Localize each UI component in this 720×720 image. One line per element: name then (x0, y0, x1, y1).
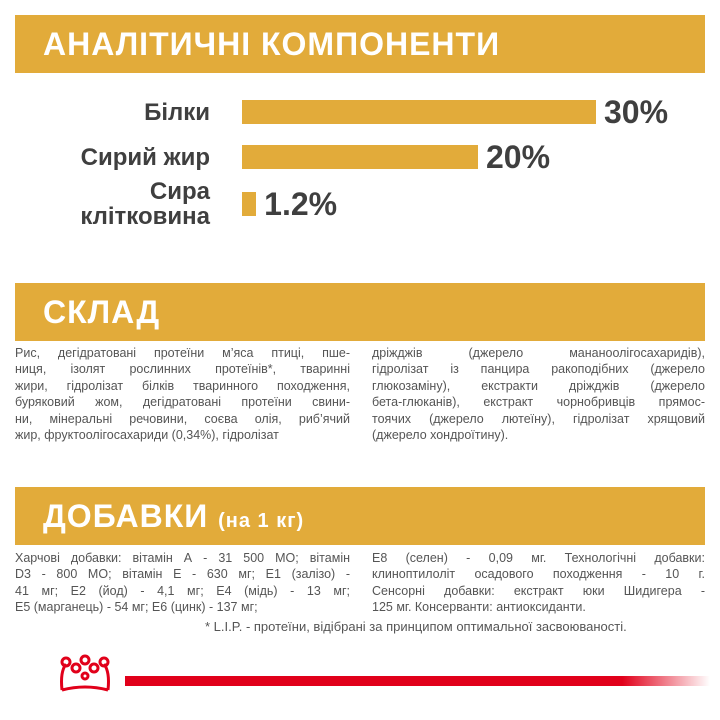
section-header: АНАЛІТИЧНІ КОМПОНЕНТИ (15, 15, 705, 73)
text-line: дріжджів (джерело мананоолігосахаридів), (372, 346, 705, 360)
header-subtitle: (на 1 кг) (218, 510, 305, 532)
bar (242, 192, 257, 216)
text-line: 41 мг; Е2 (йод) - 4,1 мг; Е4 (мідь) - 13… (15, 583, 350, 598)
item-label: Сира (149, 178, 210, 205)
footnote: * L.I.P. - протеїни, відібрані за принци… (205, 619, 627, 634)
text-line: тоячих (джерело лютеїну), гідролізат хря… (372, 411, 705, 426)
item-label: клітковина (80, 203, 210, 230)
text-line: ни, мінеральні речовини, соєва олія, риб… (15, 411, 350, 426)
bar (242, 100, 596, 124)
text-line: жири, гідролізат білків тваринного поход… (15, 378, 350, 393)
text-line: Е8 (селен) - 0,09 мг. Технологічні добав… (372, 551, 705, 565)
text-line: Харчові добавки: вітамін А - 31 500 МО; … (15, 551, 350, 565)
text-line: (джерело хондроїтину). (372, 428, 509, 443)
value-label: 1.2% (264, 186, 338, 222)
text-line: Е5 (марганець) - 54 мг; Е6 (цинк) - 137 … (15, 600, 258, 615)
text-line: Сенсорні добавки: екстракт юки Шидигера … (372, 583, 705, 598)
bar (242, 145, 478, 169)
text-column: Рис, дегідратовані протеїни м’яса птиці,… (15, 345, 350, 443)
text-line: D3 - 800 МО; вітамін Е - 630 мг; Е1 (зал… (15, 567, 350, 582)
logo (60, 654, 110, 692)
text-column: Харчові добавки: вітамін А - 31 500 МО; … (15, 550, 350, 616)
value-label: 20% (486, 139, 551, 175)
item-label: Білки (144, 98, 210, 126)
red-line (125, 676, 710, 686)
text-line: глюкозаміну), екстракти дріжджів (джерел… (372, 378, 705, 393)
text-line: гідролізат із панцира ракоподібних (джер… (372, 362, 705, 377)
text-line: бета-глюканів), екстракт чорнобривців пр… (372, 395, 705, 410)
text-line: буряковий жом, дегідратовані протеїни св… (15, 395, 350, 410)
text-line: ниця, ізолят рослинних протеїнів*, твари… (15, 362, 350, 377)
value-label: 30% (604, 94, 669, 130)
text-column: дріжджів (джерело мананоолігосахаридів),… (372, 345, 705, 443)
text-line: клиноптилоліт осадового походження - 10 … (372, 567, 705, 582)
text-column: Е8 (селен) - 0,09 мг. Технологічні добав… (372, 550, 705, 616)
section-header: СКЛАД (15, 283, 705, 341)
text-line: жир, фруктоолігосахариди (0,34%), гідрол… (15, 428, 279, 443)
section-header: ДОБАВКИ (на 1 кг) (15, 487, 705, 545)
item-label: Сирий жир (80, 143, 210, 171)
header-text: ДОБАВКИ (43, 498, 209, 534)
text-line: 125 мг. Консерванти: антиоксиданти. (372, 600, 586, 615)
text-line: Рис, дегідратовані протеїни м’яса птиці,… (15, 346, 350, 360)
